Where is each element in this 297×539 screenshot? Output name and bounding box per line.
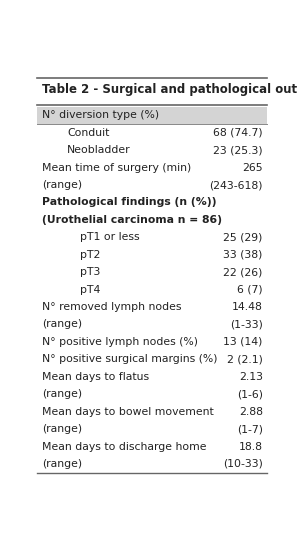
Text: pT3: pT3	[80, 267, 100, 277]
Text: 23 (25.3): 23 (25.3)	[213, 145, 263, 155]
Text: Neobladder: Neobladder	[67, 145, 131, 155]
Text: 6 (7): 6 (7)	[237, 285, 263, 295]
Text: (Urothelial carcinoma n = 86): (Urothelial carcinoma n = 86)	[42, 215, 222, 225]
Text: N° positive surgical margins (%): N° positive surgical margins (%)	[42, 354, 217, 364]
Text: 18.8: 18.8	[239, 441, 263, 452]
Text: pT4: pT4	[80, 285, 100, 295]
Text: (243-618): (243-618)	[209, 180, 263, 190]
Text: (1-33): (1-33)	[230, 320, 263, 329]
Text: 25 (29): 25 (29)	[223, 232, 263, 243]
Bar	[37, 107, 267, 124]
Text: (1-6): (1-6)	[237, 389, 263, 399]
Text: (range): (range)	[42, 180, 82, 190]
Text: Mean time of surgery (min): Mean time of surgery (min)	[42, 163, 191, 172]
Text: 2.13: 2.13	[239, 372, 263, 382]
Text: N° diversion type (%): N° diversion type (%)	[42, 110, 159, 120]
Text: 2 (2.1): 2 (2.1)	[227, 354, 263, 364]
Text: Mean days to bowel movement: Mean days to bowel movement	[42, 406, 214, 417]
Text: Table 2 - Surgical and pathological outcomes.: Table 2 - Surgical and pathological outc…	[42, 84, 297, 96]
Text: (1-7): (1-7)	[237, 424, 263, 434]
Text: (range): (range)	[42, 459, 82, 469]
Text: pT2: pT2	[80, 250, 100, 260]
Text: Mean days to flatus: Mean days to flatus	[42, 372, 149, 382]
Text: pT1 or less: pT1 or less	[80, 232, 139, 243]
Text: 265: 265	[242, 163, 263, 172]
Text: (10-33): (10-33)	[223, 459, 263, 469]
Text: N° positive lymph nodes (%): N° positive lymph nodes (%)	[42, 337, 198, 347]
Text: 33 (38): 33 (38)	[223, 250, 263, 260]
Text: 13 (14): 13 (14)	[223, 337, 263, 347]
Text: (range): (range)	[42, 424, 82, 434]
Text: N° removed lymph nodes: N° removed lymph nodes	[42, 302, 181, 312]
Text: 2.88: 2.88	[239, 406, 263, 417]
Text: 22 (26): 22 (26)	[223, 267, 263, 277]
Text: 14.48: 14.48	[232, 302, 263, 312]
Text: (range): (range)	[42, 389, 82, 399]
Text: (range): (range)	[42, 320, 82, 329]
Text: 68 (74.7): 68 (74.7)	[213, 128, 263, 138]
Text: Mean days to discharge home: Mean days to discharge home	[42, 441, 206, 452]
Text: Conduit: Conduit	[67, 128, 109, 138]
Text: Pathological findings (n (%)): Pathological findings (n (%))	[42, 197, 216, 208]
